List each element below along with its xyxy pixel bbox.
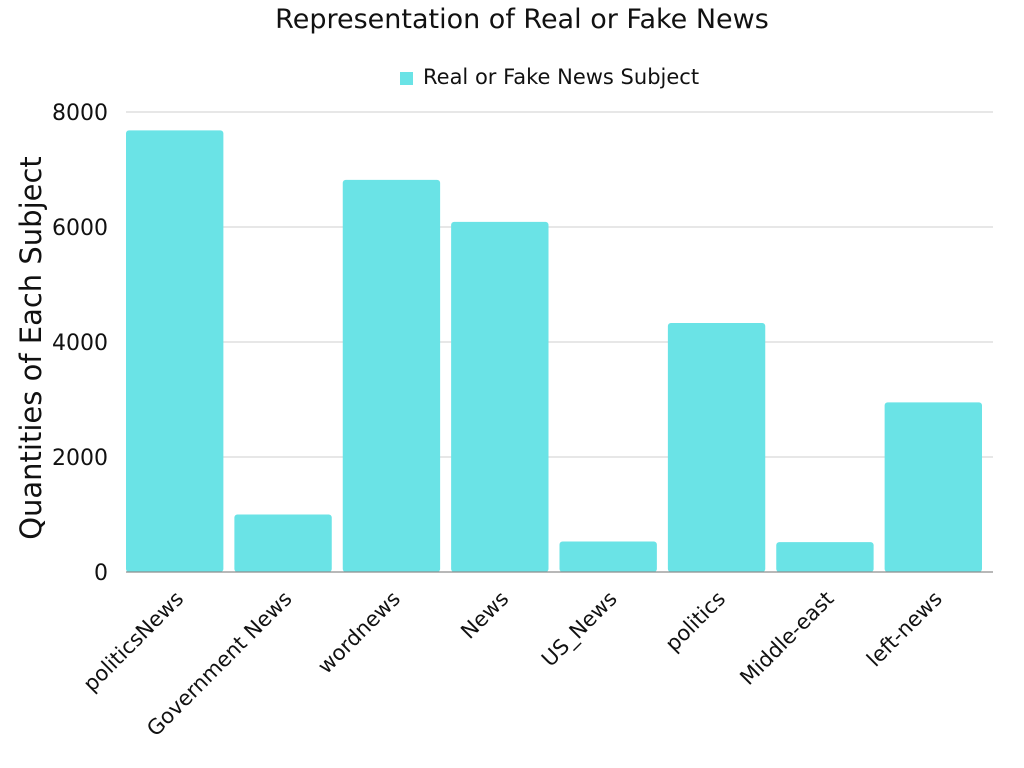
y-tick-label: 2000 — [52, 446, 108, 471]
x-tick-label: wordnews — [313, 587, 405, 679]
x-tick-label: left-news — [862, 587, 947, 672]
x-tick-label: US_News — [537, 587, 623, 673]
x-tick-label: politics — [661, 587, 731, 657]
y-tick-label: 4000 — [52, 331, 108, 356]
bar-politics — [667, 323, 766, 572]
y-axis-ticks: 0 2000 4000 6000 8000 — [52, 101, 108, 586]
y-axis-label: Quantities of Each Subject — [14, 156, 48, 540]
x-tick-label: politicsNews — [79, 587, 189, 697]
gridlines — [126, 111, 993, 458]
x-tick-label: Middle-east — [735, 587, 838, 690]
bar-us-news — [559, 541, 657, 572]
legend-label: Real or Fake News Subject — [423, 65, 699, 89]
y-tick-label: 8000 — [52, 101, 108, 126]
chart-title: Representation of Real or Fake News — [275, 4, 769, 35]
legend-swatch — [400, 72, 413, 85]
bar-news — [451, 221, 549, 572]
bar-politicsnews — [126, 130, 224, 572]
bar-middle-east — [776, 542, 874, 572]
bars — [126, 130, 982, 572]
bar-wordnews — [342, 179, 441, 572]
bar-government-news — [234, 514, 332, 572]
legend: Real or Fake News Subject — [400, 65, 699, 89]
y-tick-label: 6000 — [52, 216, 108, 241]
x-tick-label: News — [456, 587, 513, 644]
y-tick-label: 0 — [94, 561, 108, 586]
bar-left-news — [884, 402, 982, 572]
